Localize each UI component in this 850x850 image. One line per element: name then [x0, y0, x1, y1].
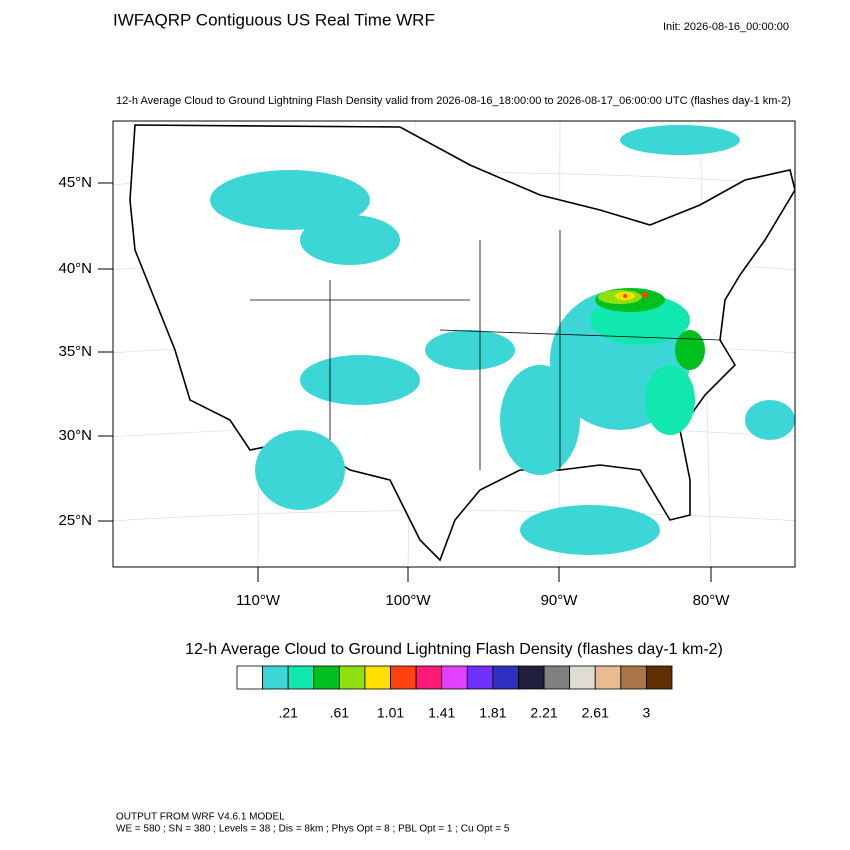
colorbar-swatch — [466, 665, 494, 690]
footer-line: OUTPUT FROM WRF V4.6.1 MODEL — [116, 812, 285, 823]
footer-line: WE = 580 ; SN = 380 ; Levels = 38 ; Dis … — [116, 824, 510, 835]
lon-label: 100°W — [385, 592, 431, 609]
colorbar-swatch — [594, 665, 622, 690]
lat-label: 25°N — [58, 512, 92, 529]
colorbar-swatch — [262, 665, 289, 690]
map-subtitle: 12-h Average Cloud to Ground Lightning F… — [116, 95, 791, 107]
lat-label: 30°N — [58, 427, 92, 444]
title: IWFAQRP Contiguous US Real Time WRF — [113, 10, 435, 29]
colorbar-label: .21 — [278, 705, 298, 721]
lon-label: 110°W — [236, 592, 281, 609]
colorbar-title: 12-h Average Cloud to Ground Lightning F… — [185, 641, 723, 658]
colorbar-swatch — [364, 665, 391, 690]
colorbar-swatch — [543, 665, 571, 690]
colorbar-label: 1.01 — [377, 705, 404, 721]
colorbar-swatch — [313, 665, 340, 690]
colorbar-swatch — [646, 665, 673, 690]
colorbar-swatch — [390, 665, 417, 690]
init-time: Init: 2026-08-16_00:00:00 — [663, 21, 789, 33]
colorbar-swatch — [415, 665, 443, 690]
colorbar-label: 1.41 — [428, 705, 455, 721]
colorbar-swatch — [569, 665, 596, 690]
map — [112, 120, 796, 568]
colorbar-swatch — [287, 665, 315, 690]
colorbar-label: 2.21 — [530, 705, 557, 721]
lon-label: 80°W — [693, 592, 731, 609]
colorbar-label: 3 — [643, 705, 651, 721]
colorbar-label: .61 — [330, 705, 350, 721]
lat-label: 40°N — [58, 260, 92, 277]
lat-label: 45°N — [58, 174, 92, 191]
colorbar-swatch — [492, 665, 519, 690]
colorbar-label: 1.81 — [479, 705, 506, 721]
colorbar-swatch — [338, 665, 366, 690]
colorbar-swatch — [236, 665, 263, 690]
colorbar: 12-h Average Cloud to Ground Lightning F… — [185, 641, 723, 658]
colorbar-swatch — [518, 665, 545, 690]
lon-label: 90°W — [541, 592, 579, 609]
lat-label: 35°N — [58, 343, 92, 360]
colorbar-label: 2.61 — [582, 705, 609, 721]
colorbar-swatch — [441, 665, 468, 690]
colorbar-swatch — [620, 665, 647, 690]
